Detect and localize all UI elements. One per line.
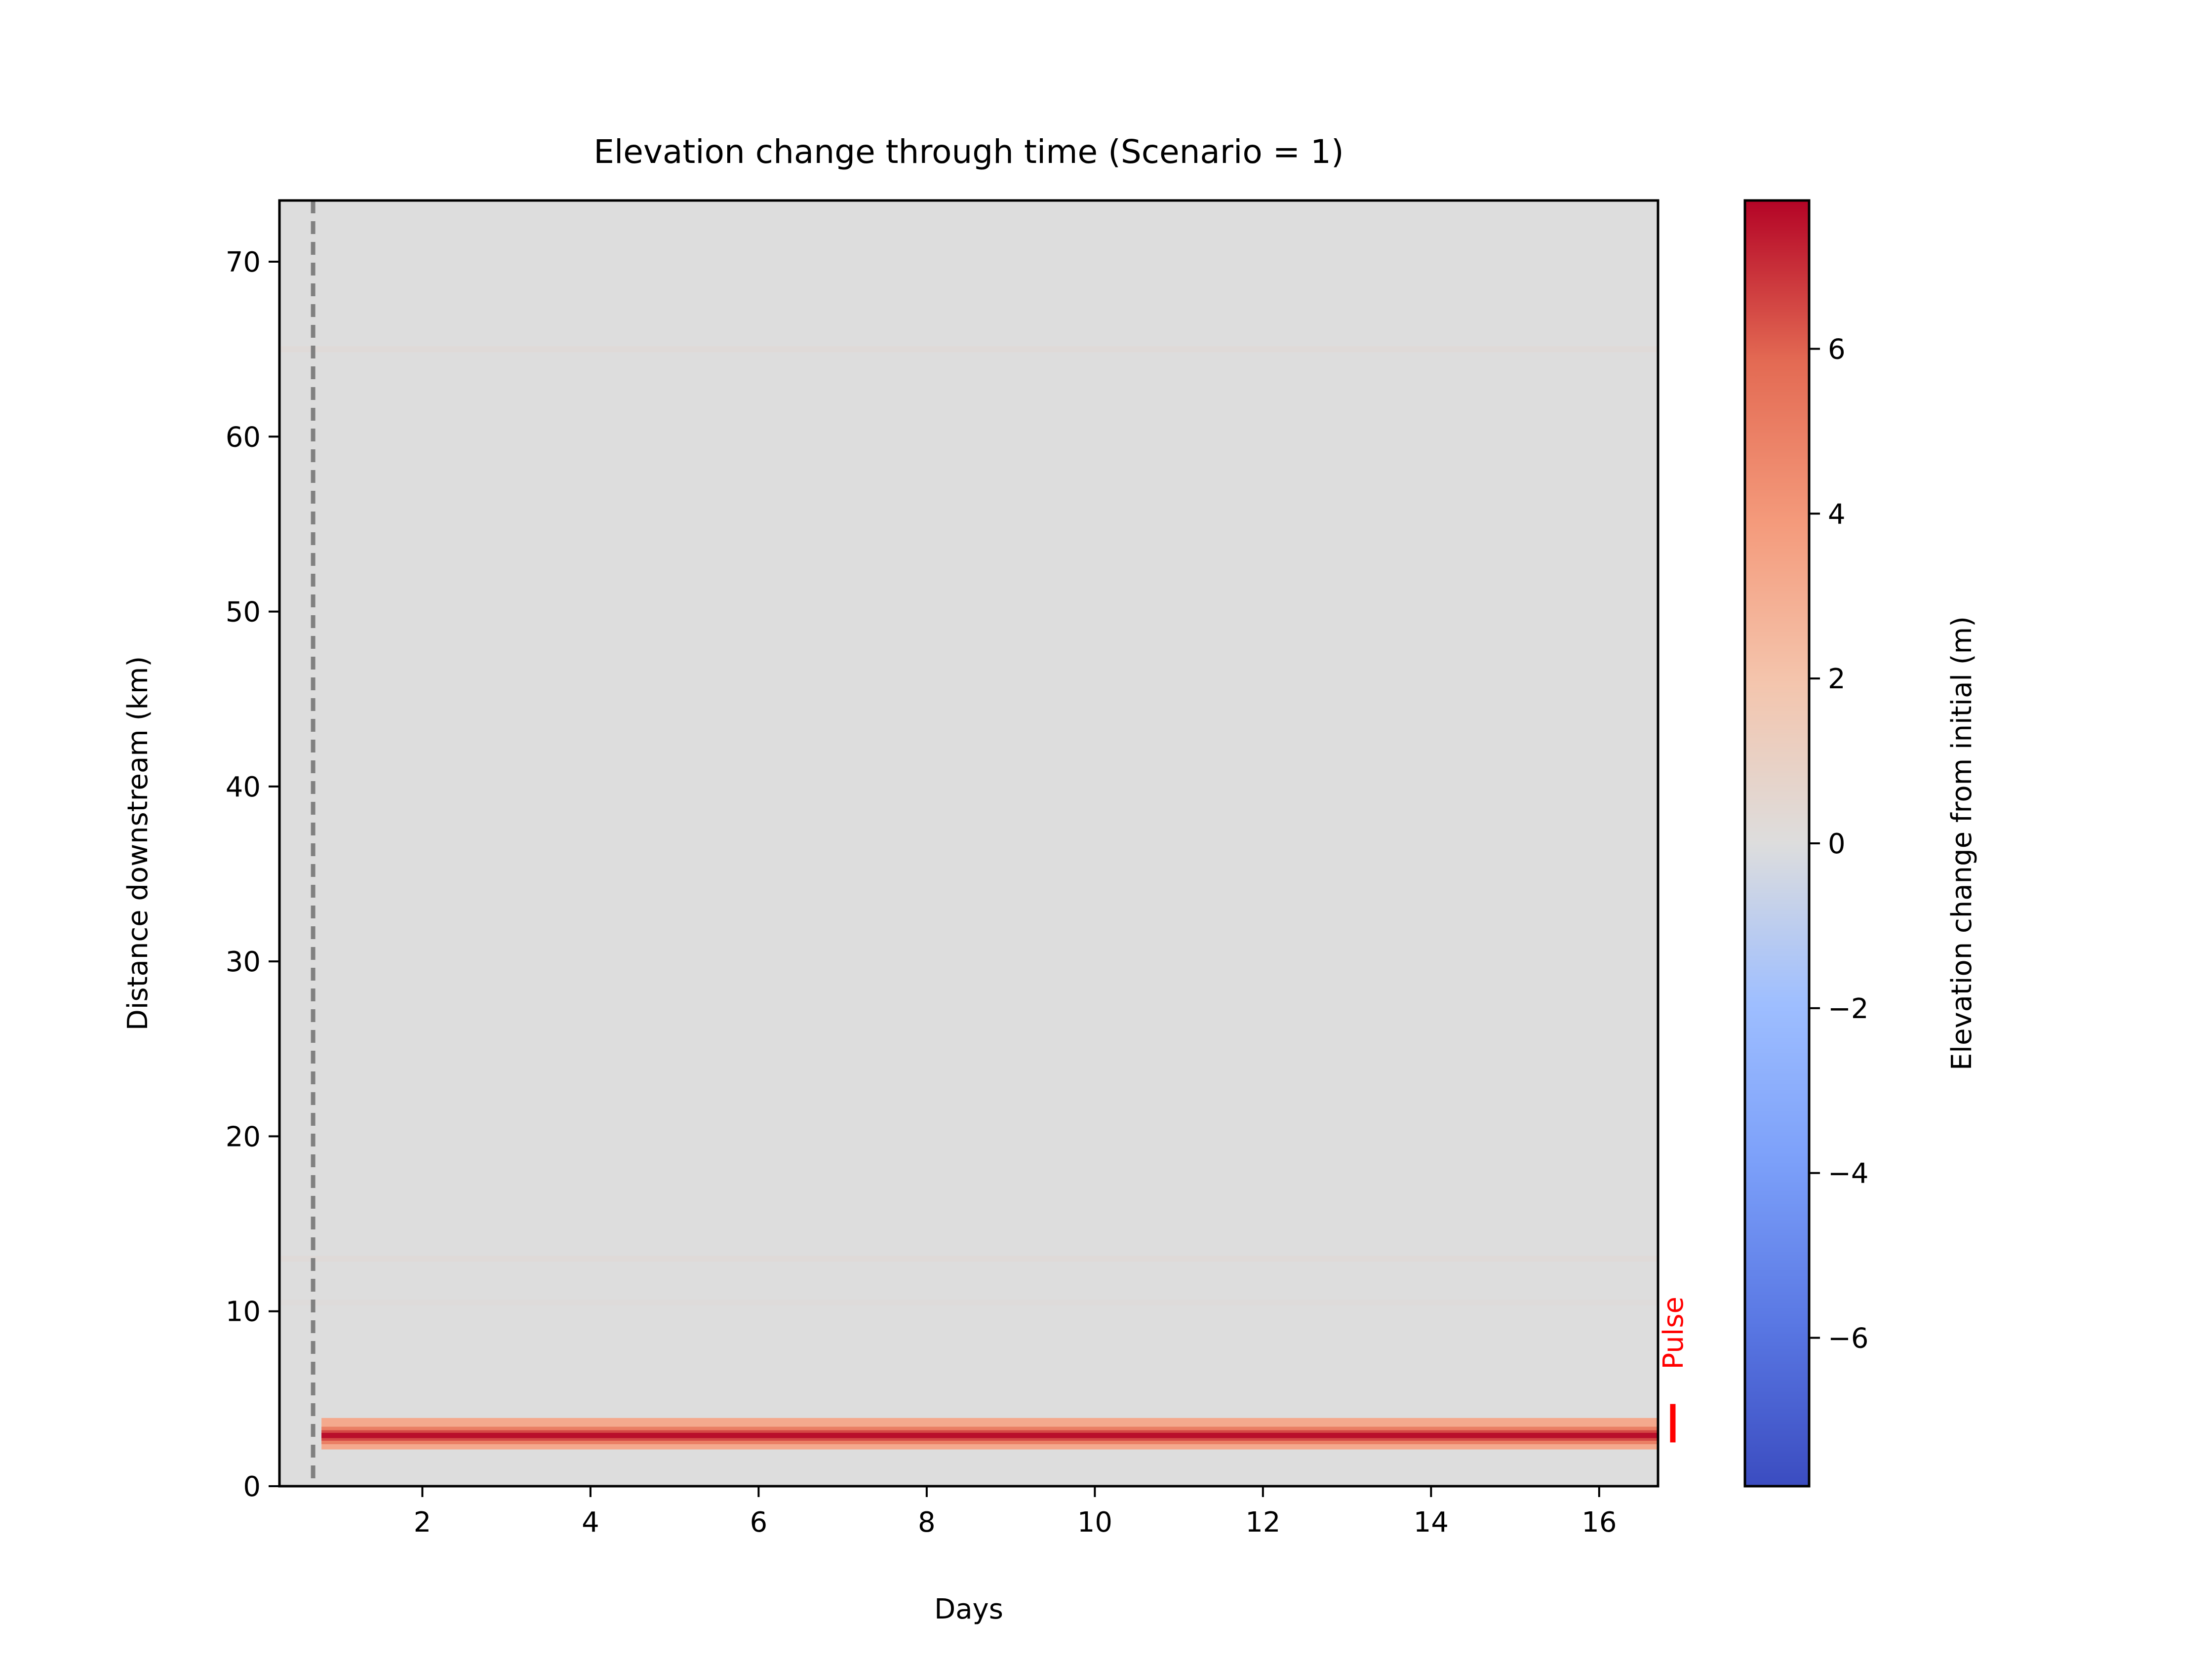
y-tick-label: 50 — [226, 596, 261, 629]
colorbar-tick-label: 6 — [1828, 333, 1846, 365]
faint-stripe — [279, 1300, 1658, 1305]
x-axis-title: Days — [934, 1593, 1003, 1625]
y-tick-label: 30 — [226, 946, 261, 978]
y-axis-title: Distance downstream (km) — [122, 656, 154, 1031]
pulse-bands — [321, 1418, 1658, 1450]
faint-stripe — [279, 346, 1658, 353]
x-tick-label: 14 — [1414, 1506, 1449, 1539]
plot-background — [279, 200, 1658, 1486]
x-tick-label: 10 — [1077, 1506, 1112, 1539]
x-tick-label: 6 — [750, 1506, 768, 1539]
x-axis-ticks: 2 4 6 8 10 12 14 16 — [414, 1486, 1617, 1539]
heatmap-band — [321, 1432, 1658, 1438]
colorbar — [1743, 199, 1811, 1488]
colorbar-tick-label: 2 — [1828, 663, 1846, 695]
plot-frame — [278, 199, 1659, 1488]
colorbar-ticks: −6 −4 −2 0 2 4 6 — [1809, 333, 1869, 1355]
x-tick-label: 8 — [918, 1506, 936, 1539]
colorbar-tick-label: 4 — [1828, 498, 1846, 530]
faint-stripe — [279, 1256, 1658, 1262]
x-tick-label: 4 — [582, 1506, 599, 1539]
x-tick-label: 16 — [1581, 1506, 1617, 1539]
chart-title: Elevation change through time (Scenario … — [593, 133, 1343, 171]
y-axis-ticks: 0 10 20 30 40 50 60 70 — [226, 246, 279, 1503]
y-tick-label: 70 — [226, 246, 261, 278]
x-tick-label: 2 — [414, 1506, 432, 1539]
colorbar-tick-label: −4 — [1828, 1158, 1869, 1190]
y-tick-label: 0 — [243, 1471, 261, 1503]
y-tick-label: 10 — [226, 1296, 261, 1328]
y-tick-label: 60 — [226, 421, 261, 453]
colorbar-tick-label: 0 — [1828, 828, 1846, 860]
colorbar-title: Elevation change from initial (m) — [1946, 616, 1978, 1070]
colorbar-tick-label: −2 — [1828, 993, 1869, 1025]
y-tick-label: 20 — [226, 1121, 261, 1153]
colorbar-tick-label: −6 — [1828, 1323, 1869, 1355]
faint-stripes — [279, 346, 1658, 1305]
x-tick-label: 12 — [1245, 1506, 1280, 1539]
pulse-label: Pulse — [1658, 1297, 1690, 1369]
y-tick-label: 40 — [226, 771, 261, 803]
